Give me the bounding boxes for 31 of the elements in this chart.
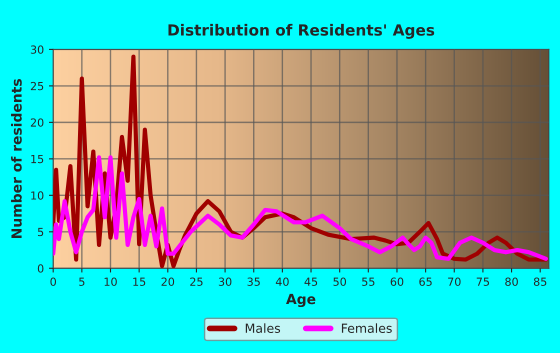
x-tick-label: 30 bbox=[218, 278, 232, 286]
y-tick-label: 15 bbox=[31, 154, 44, 164]
x-axis-title: Age bbox=[286, 294, 316, 308]
x-tick-label: 70 bbox=[448, 278, 461, 286]
y-tick-label: 25 bbox=[30, 82, 44, 90]
y-tick-label: 5 bbox=[38, 228, 44, 236]
y-tick-label: 10 bbox=[31, 191, 44, 200]
x-tick-label: 5 bbox=[79, 278, 84, 286]
legend-label: Females bbox=[342, 323, 392, 333]
x-tick-label: 10 bbox=[104, 278, 117, 286]
y-axis-title: Number of residents bbox=[11, 79, 22, 238]
chart-title: Distribution of Residents' Ages bbox=[168, 24, 434, 39]
y-tick-label: 0 bbox=[38, 264, 44, 273]
x-tick-label: 35 bbox=[248, 278, 260, 286]
x-tick-label: 0 bbox=[50, 278, 56, 286]
y-tick-label: 30 bbox=[30, 45, 44, 54]
x-tick-label: 45 bbox=[304, 278, 318, 286]
x-tick-label: 85 bbox=[534, 278, 546, 286]
x-tick-label: 25 bbox=[190, 278, 203, 286]
legend-label: Males bbox=[246, 323, 280, 333]
x-tick-label: 50 bbox=[333, 278, 346, 286]
x-tick-label: 65 bbox=[419, 278, 432, 286]
line-series bbox=[53, 155, 548, 261]
x-tick-label: 20 bbox=[162, 278, 174, 286]
x-tick-label: 55 bbox=[362, 278, 374, 286]
x-tick-label: 15 bbox=[133, 278, 146, 286]
x-tick-label: 80 bbox=[505, 278, 518, 286]
y-tick-label: 20 bbox=[30, 118, 44, 127]
x-tick-label: 40 bbox=[276, 278, 289, 286]
x-tick-label: 60 bbox=[390, 278, 404, 286]
x-tick-label: 75 bbox=[476, 278, 490, 286]
